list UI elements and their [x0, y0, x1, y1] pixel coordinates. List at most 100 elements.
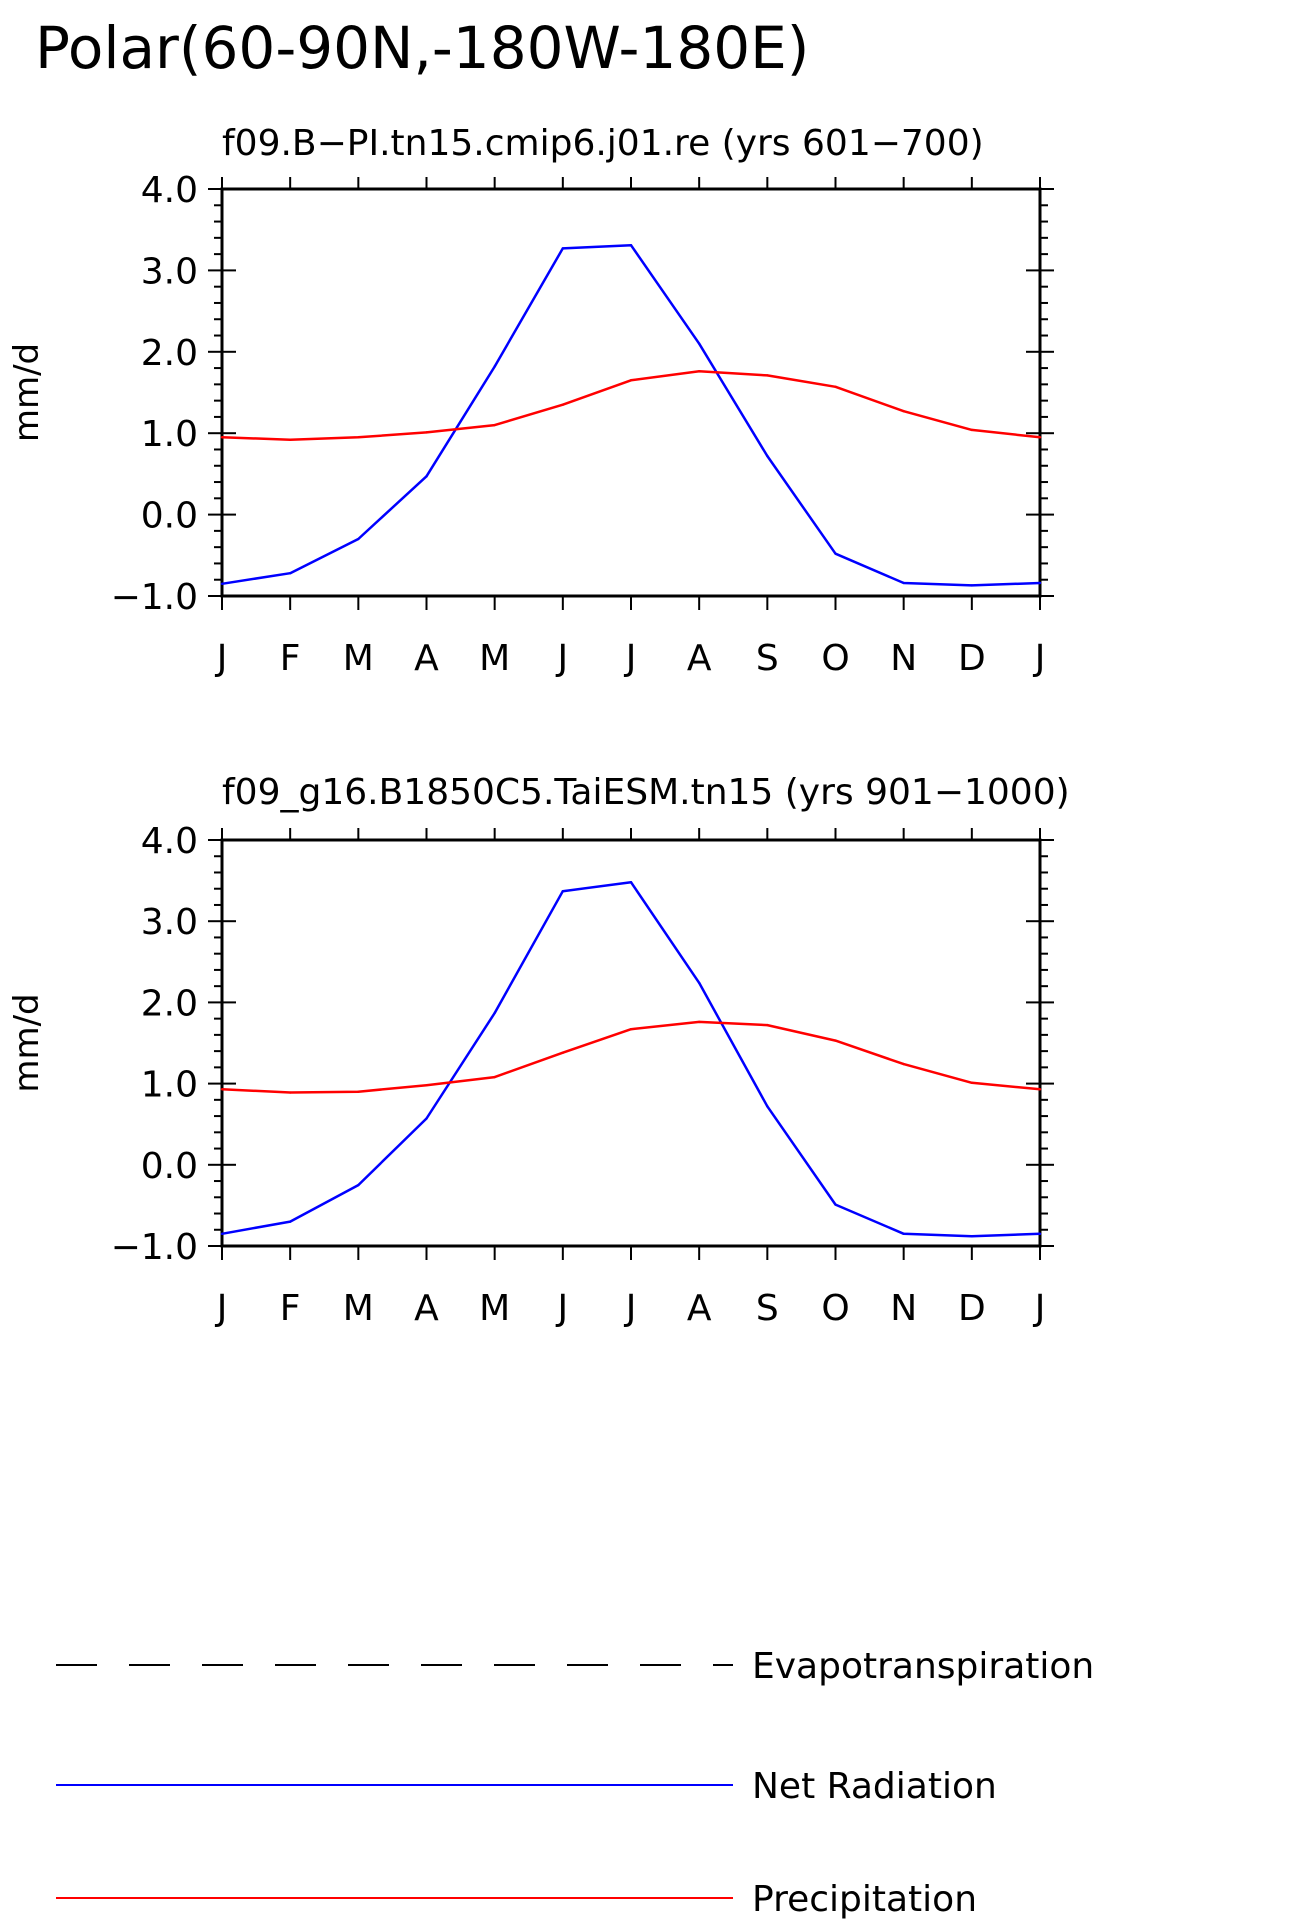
data-point-precipitation: [561, 403, 565, 406]
data-point-net-radiation: [493, 1011, 496, 1015]
data-point-precipitation: [220, 436, 224, 439]
data-point-net-radiation: [697, 981, 701, 985]
series-line-precipitation: [221, 370, 1041, 441]
data-point-net-radiation: [561, 247, 565, 250]
x-tick-label: F: [280, 1288, 301, 1329]
x-tick-label: J: [215, 1288, 228, 1329]
x-tick-label: A: [687, 638, 712, 679]
x-tick-label: J: [215, 638, 228, 679]
y-tick-label: 4.0: [141, 170, 198, 211]
data-point-precipitation: [425, 1084, 428, 1087]
data-point-precipitation: [697, 1020, 701, 1024]
chart-1: f09.B−PI.tn15.cmip6.j01.re (yrs 601−700)…: [7, 123, 1054, 679]
data-point-precipitation: [493, 423, 496, 427]
y-tick-label: 2.0: [141, 983, 198, 1024]
y-tick-label: 0.0: [141, 1146, 198, 1187]
series-line-net-radiation: [221, 880, 1041, 1238]
series-line-precipitation: [221, 1020, 1041, 1094]
data-point-net-radiation: [834, 552, 837, 555]
data-point-net-radiation: [902, 1232, 905, 1236]
data-point-net-radiation: [766, 454, 769, 458]
data-point-net-radiation: [1038, 1232, 1042, 1236]
x-tick-label: F: [280, 638, 301, 679]
data-point-net-radiation: [493, 365, 496, 368]
x-tick-label: M: [479, 1288, 510, 1329]
data-point-net-radiation: [766, 1105, 769, 1108]
y-tick-label: −1.0: [111, 1227, 198, 1268]
legend-label-precipitation: Precipitation: [752, 1879, 977, 1920]
x-tick-label: M: [479, 638, 510, 679]
data-point-net-radiation: [561, 889, 565, 893]
data-point-precipitation: [561, 1051, 565, 1054]
charts-group: f09.B−PI.tn15.cmip6.j01.re (yrs 601−700)…: [7, 123, 1070, 1329]
x-tick-label: S: [756, 638, 779, 679]
x-tick-label: A: [414, 1288, 439, 1329]
y-tick-label: 3.0: [141, 251, 198, 292]
data-point-precipitation: [766, 374, 769, 377]
y-tick-label: 1.0: [141, 1065, 198, 1106]
x-tick-label: N: [890, 1288, 917, 1329]
y-tick-label: −1.0: [111, 577, 198, 618]
y-tick-label: 3.0: [141, 902, 198, 943]
x-tick-label: M: [343, 638, 374, 679]
legend-label-net-radiation: Net Radiation: [752, 1766, 997, 1807]
data-point-net-radiation: [970, 1235, 974, 1238]
x-tick-label: O: [821, 1288, 849, 1329]
data-point-precipitation: [1038, 436, 1042, 439]
data-point-net-radiation: [697, 342, 701, 345]
x-tick-label: D: [958, 638, 986, 679]
x-tick-label: A: [687, 1288, 712, 1329]
legend: Evapotranspiration Net Radiation Precipita…: [56, 1646, 1094, 1920]
data-point-net-radiation: [629, 243, 633, 247]
data-point-precipitation: [902, 410, 905, 413]
x-tick-label: A: [414, 638, 439, 679]
x-tick-label: D: [958, 1288, 986, 1329]
x-tick-label: N: [890, 638, 917, 679]
data-point-net-radiation: [357, 1183, 360, 1187]
chart-title: f09.B−PI.tn15.cmip6.j01.re (yrs 601−700): [222, 123, 984, 164]
data-point-precipitation: [834, 1039, 837, 1042]
data-point-net-radiation: [357, 537, 360, 541]
data-point-precipitation: [1038, 1088, 1042, 1091]
main-title: Polar(60-90N,-180W-180E): [35, 14, 809, 82]
x-tick-label: J: [624, 1288, 637, 1329]
data-point-precipitation: [493, 1075, 496, 1079]
data-point-precipitation: [697, 370, 701, 373]
data-point-precipitation: [288, 438, 292, 441]
y-axis-label: mm/d: [7, 343, 47, 442]
data-point-net-radiation: [425, 1117, 428, 1120]
data-point-net-radiation: [902, 581, 905, 585]
data-point-precipitation: [425, 431, 428, 434]
x-tick-label: S: [756, 1288, 779, 1329]
data-point-net-radiation: [1038, 581, 1042, 585]
x-tick-label: J: [624, 638, 637, 679]
x-tick-label: J: [556, 638, 569, 679]
y-tick-label: 4.0: [141, 821, 198, 862]
x-tick-label: J: [556, 1288, 569, 1329]
data-point-precipitation: [220, 1088, 224, 1091]
data-point-net-radiation: [220, 582, 224, 585]
data-point-precipitation: [834, 385, 837, 389]
plot-frame: [220, 838, 1042, 1248]
data-point-precipitation: [629, 379, 633, 382]
data-point-precipitation: [902, 1062, 905, 1066]
y-axis-label: mm/d: [7, 993, 47, 1092]
y-tick-label: 0.0: [141, 496, 198, 537]
legend-label-evapotranspiration: Evapotranspiration: [752, 1646, 1094, 1687]
data-point-precipitation: [357, 1090, 360, 1093]
x-tick-label: J: [1033, 1288, 1046, 1329]
data-point-net-radiation: [834, 1203, 837, 1206]
data-point-net-radiation: [220, 1232, 224, 1236]
x-tick-label: M: [343, 1288, 374, 1329]
data-point-net-radiation: [288, 1220, 292, 1223]
y-tick-label: 1.0: [141, 414, 198, 455]
data-point-net-radiation: [288, 572, 292, 575]
data-point-precipitation: [766, 1023, 769, 1027]
data-point-net-radiation: [629, 881, 633, 884]
data-point-precipitation: [357, 436, 360, 439]
x-tick-label: J: [1033, 638, 1046, 679]
x-tick-label: O: [821, 638, 849, 679]
data-point-precipitation: [970, 1081, 974, 1084]
data-point-net-radiation: [425, 475, 428, 478]
